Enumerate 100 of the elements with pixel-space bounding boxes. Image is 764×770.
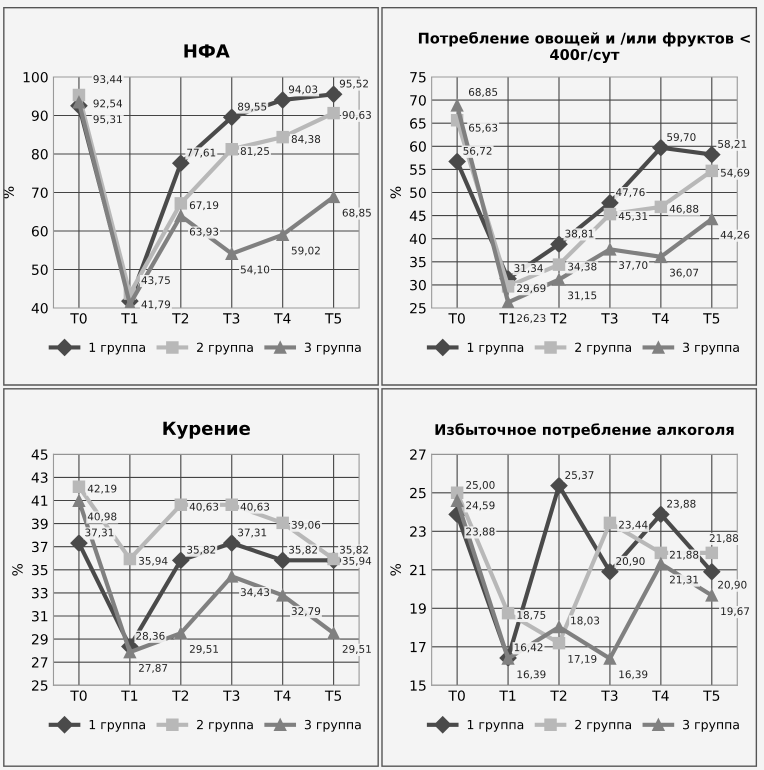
data-label: 56,72	[463, 146, 492, 156]
chart-title: Курение	[163, 422, 250, 439]
data-label: 35,82	[289, 546, 318, 555]
data-label: 20,90	[718, 580, 746, 590]
x-tick-label: T3	[223, 313, 240, 324]
x-tick-label: T4	[652, 690, 669, 701]
point	[72, 480, 86, 494]
y-tick-label: 41	[32, 496, 48, 506]
y-tick-label: 90	[32, 110, 48, 121]
point	[654, 546, 668, 560]
data-label: 38,81	[565, 230, 594, 239]
data-label: 40,98	[88, 512, 116, 522]
data-label: 94,03	[288, 85, 318, 94]
y-tick-label: 19	[410, 603, 426, 614]
x-tick-label: T4	[274, 313, 291, 324]
y-tick-label: 27	[410, 449, 426, 460]
y-tick-label: 40	[410, 234, 426, 244]
data-label: 95,52	[340, 80, 368, 89]
data-label: 42,19	[88, 484, 116, 494]
y-tick-label: 27	[32, 657, 48, 668]
point	[552, 636, 566, 650]
y-tick-label: 37	[32, 542, 48, 552]
y-tick-label: 100	[24, 72, 48, 82]
y-tick-label: 17	[410, 642, 426, 652]
data-label: 19,67	[721, 607, 750, 616]
data-label: 59,70	[667, 133, 696, 142]
y-tick-label: 39	[32, 518, 48, 530]
y-tick-label: 33	[32, 588, 48, 598]
legend-label: 2 группа	[575, 342, 631, 354]
point	[276, 589, 289, 602]
data-label: 16,42	[514, 643, 542, 652]
y-tick-label: 31	[32, 610, 48, 622]
data-label: 37,31	[85, 528, 114, 538]
y-tick-label: 45	[410, 210, 426, 222]
legend-label: 2 группа	[197, 342, 253, 354]
legend-label: 1 группа	[90, 342, 145, 354]
point	[706, 546, 718, 560]
x-tick-label: T5	[703, 313, 720, 324]
y-tick-label: 80	[32, 148, 48, 160]
point	[174, 498, 188, 512]
data-label: 43,75	[142, 276, 170, 286]
data-label: 40,63	[240, 502, 270, 512]
point	[124, 552, 136, 566]
data-label: 90,63	[342, 110, 371, 120]
point	[654, 200, 668, 214]
point	[174, 197, 188, 210]
data-label: 20,90	[616, 557, 645, 566]
y-tick-label: 60	[32, 226, 48, 236]
y-tick-label: 40	[32, 302, 48, 314]
y-axis-title: %	[390, 564, 401, 576]
legend-label: 3 группа	[304, 342, 361, 354]
data-label: 28,36	[136, 632, 165, 641]
point	[502, 296, 514, 308]
data-label: 35,82	[340, 546, 368, 555]
x-tick-label: T5	[703, 690, 720, 701]
data-label: 23,88	[466, 528, 495, 536]
data-label: 59,02	[292, 246, 320, 256]
y-tick-label: 70	[410, 95, 426, 106]
data-label: 92,54	[93, 99, 122, 108]
data-label: 67,19	[190, 201, 218, 210]
y-tick-label: 43	[32, 472, 48, 483]
point	[703, 563, 720, 580]
data-label: 68,85	[342, 208, 371, 218]
data-label: 25,00	[466, 481, 495, 490]
data-label: 21,88	[710, 534, 738, 544]
legend-label: 2 группа	[575, 720, 631, 732]
data-label: 63,93	[190, 228, 218, 237]
point	[706, 164, 718, 178]
data-label: 46,88	[670, 204, 698, 214]
x-tick-label: T2	[550, 690, 566, 701]
point	[552, 258, 566, 271]
point	[174, 626, 188, 640]
y-axis-title: %	[390, 186, 401, 198]
y-tick-label: 25	[410, 488, 426, 498]
x-tick-label: T2	[172, 313, 188, 324]
data-label: 35,82	[187, 546, 216, 555]
data-label: 39,06	[292, 520, 320, 530]
y-tick-label: 15	[410, 680, 426, 691]
y-tick-label: 60	[410, 141, 426, 152]
point	[706, 589, 718, 602]
x-tick-label: T3	[601, 690, 618, 701]
point	[225, 142, 238, 156]
legend-label: 1 группа	[90, 720, 145, 732]
data-label: 18,75	[518, 611, 546, 620]
data-label: 29,51	[342, 645, 371, 654]
x-tick-label: T3	[601, 313, 618, 324]
point	[706, 212, 718, 226]
point	[450, 99, 464, 112]
legend-label: 3 группа	[683, 342, 739, 354]
y-tick-label: 30	[410, 280, 426, 290]
point	[225, 498, 238, 512]
chart-title: Избыточное потребление алкоголя	[435, 423, 734, 438]
x-tick-label: T2	[550, 313, 566, 324]
y-tick-label: 45	[32, 449, 48, 460]
data-label: 65,63	[468, 124, 498, 133]
data-label: 84,38	[292, 135, 320, 144]
y-tick-label: 50	[32, 264, 48, 275]
y-tick-label: 21	[410, 564, 426, 576]
point	[654, 250, 668, 264]
x-tick-label: T0	[70, 313, 87, 324]
